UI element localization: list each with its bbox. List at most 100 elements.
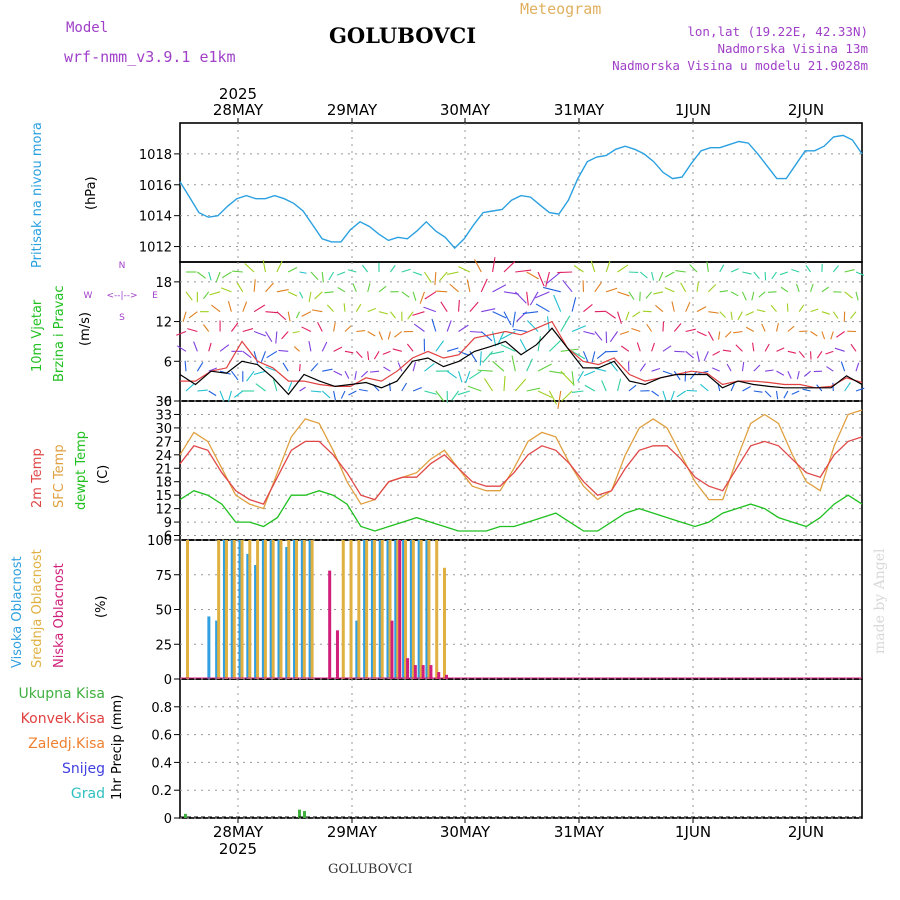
wind-arrow (549, 340, 561, 352)
wind-arrow (730, 291, 739, 297)
cloud-bar (355, 620, 359, 679)
wind-arrow (631, 327, 641, 333)
cloud-bar (271, 540, 275, 679)
wind-arrow (553, 294, 562, 312)
cloud-bar (370, 540, 374, 679)
wind-arrow (741, 291, 747, 301)
temp-tick-label: 30 (155, 422, 172, 437)
panel-frame (179, 400, 863, 541)
wind-arrow (753, 364, 761, 372)
wind-arrow (844, 269, 855, 273)
legend-conv-rain: Konvek.Kisa (20, 711, 105, 727)
wind-arrow (203, 324, 210, 332)
wind-arrow (557, 390, 562, 409)
wind-arrow (821, 331, 826, 340)
wind-arrow (412, 311, 425, 316)
wind-arrow (676, 390, 686, 398)
wind-arrow (324, 291, 334, 294)
bottom-day-label: 2JUN (788, 823, 824, 841)
wind-arrow (299, 386, 306, 392)
cloud-bar (429, 665, 433, 679)
wind-arrow (548, 390, 558, 405)
wind-arrow (590, 260, 596, 273)
wind-arrow (477, 369, 493, 372)
wind-arrow (770, 304, 777, 313)
wind-arrow (798, 304, 805, 312)
wind-arrow (658, 271, 664, 282)
temp-tick-label: 9 (164, 516, 172, 531)
top-day-label: 28MAY (213, 101, 264, 119)
cloud-bar (388, 540, 392, 679)
wind-arrow (573, 264, 584, 273)
wind-arrow (435, 340, 445, 352)
wind-arrow (184, 360, 187, 372)
wind-arrow (821, 286, 829, 293)
wind-arrow (203, 291, 210, 300)
temp-tick-label: 24 (155, 449, 172, 464)
wind-arrow (591, 351, 596, 363)
wind-arrow (662, 321, 665, 332)
wind-arrow (752, 342, 755, 352)
wind-arrow (651, 342, 655, 352)
wind-arrow (791, 390, 800, 395)
wind-arrow (282, 362, 289, 372)
wind-arrow (670, 390, 675, 402)
wind-arrow (210, 304, 221, 313)
wind-arrow (209, 291, 221, 296)
wind-arrow (326, 304, 335, 313)
wind-arrow (333, 322, 336, 332)
wind-arrow (562, 279, 573, 293)
wind-arrow (246, 370, 255, 382)
wind-arrow (703, 351, 709, 362)
wind-arrow (474, 259, 482, 273)
precip-tick-label: 0.6 (151, 729, 172, 744)
wind-arrow (791, 268, 800, 273)
wind-arrow (673, 370, 681, 381)
wind-arrow (787, 325, 795, 332)
wind-arrow (686, 389, 698, 392)
temp-tick-label: 15 (155, 489, 172, 504)
wind-arrow (557, 271, 573, 274)
cloud-bar (349, 540, 353, 679)
wind-arrow (722, 349, 732, 352)
temp-tick-label: 6 (164, 530, 172, 545)
cloud-bar (261, 540, 265, 679)
wind-arrow (780, 286, 789, 293)
wind-arrow (840, 361, 846, 372)
legend-total-rain: Ukupna Kisa (18, 686, 105, 702)
wind-arrow (276, 288, 289, 293)
wind-arrow (424, 271, 432, 283)
temp-tick-label: 33 (155, 408, 172, 423)
wind-arrow (479, 351, 482, 366)
top-day-label: 2JUN (788, 101, 824, 119)
wind-arrow (680, 282, 687, 293)
wind-arrow (745, 311, 755, 316)
cloud-bar (417, 540, 421, 679)
wind-arrow (834, 347, 845, 352)
wind-arrow (265, 366, 278, 372)
model-name: wrf-nmm_v3.9.1 e1km (64, 48, 236, 66)
wind-arrow (719, 290, 728, 293)
wind-arrow (265, 311, 278, 314)
wind-arrow (577, 370, 584, 382)
altitude-label: Nadmorska Visina 13m (717, 41, 868, 56)
wind-arrow (513, 328, 527, 333)
wind-speed-line (179, 327, 863, 396)
cloud-bar (404, 540, 408, 679)
wind-arrow (761, 323, 766, 332)
wind-arrow (255, 383, 266, 392)
wind-arrow (311, 309, 323, 313)
wind-arrow (367, 331, 376, 337)
top-day-label: 29MAY (327, 101, 378, 119)
wind-arrow (378, 331, 383, 341)
wind-arrow (265, 282, 274, 293)
wind-arrow (584, 384, 596, 392)
wind-arrow (458, 324, 469, 332)
wind-arrow (227, 390, 232, 402)
cloud-tick-label: 75 (155, 569, 172, 584)
compass-w: W (84, 291, 93, 301)
wind-arrow (617, 291, 630, 297)
wind-arrow (511, 355, 516, 372)
wind-arrow (844, 382, 851, 392)
wind-arrow (340, 390, 346, 399)
